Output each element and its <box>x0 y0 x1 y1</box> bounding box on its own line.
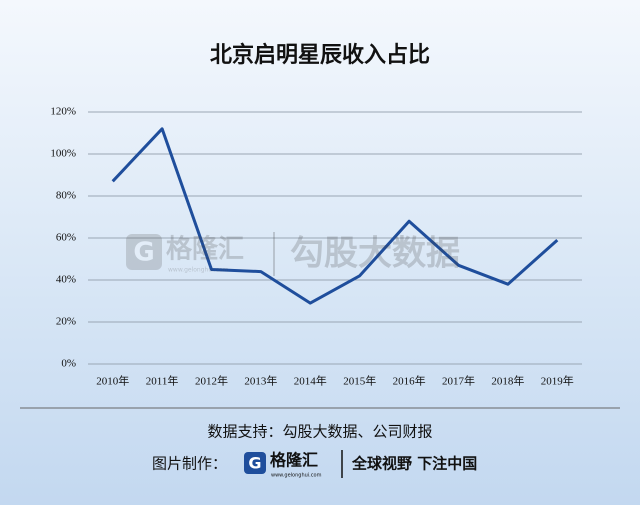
chart-title: 北京启明星辰收入占比 <box>210 42 430 68</box>
footer-logo-g: G <box>248 454 261 473</box>
watermark-logo <box>126 234 162 270</box>
y-tick-label: 0% <box>61 358 76 370</box>
footer-slogan: 全球视野 下注中国 <box>351 455 477 473</box>
y-tick-label: 100% <box>50 148 76 160</box>
x-tick-label: 2016年 <box>393 374 426 388</box>
x-tick-label: 2017年 <box>442 374 475 388</box>
watermark: G 格隆汇 www.gelonghui.com 勾股大数据 <box>126 232 460 276</box>
footer-brand-url: www.gelonghui.com <box>271 473 322 479</box>
y-tick-label: 40% <box>56 274 76 286</box>
watermark-text: 勾股大数据 <box>290 234 460 274</box>
x-tick-label: 2010年 <box>96 374 129 388</box>
y-tick-label: 60% <box>56 232 76 244</box>
x-tick-label: 2015年 <box>343 374 376 388</box>
watermark-logo-g: G <box>133 238 154 268</box>
x-tick-label: 2012年 <box>195 374 228 388</box>
footer-credit-label: 图片制作： <box>152 455 227 473</box>
x-tick-label: 2019年 <box>541 374 574 388</box>
footer-logo <box>244 452 266 474</box>
footer-source: 数据支持：勾股大数据、公司财报 <box>207 423 432 441</box>
watermark-brand: 格隆汇 <box>166 234 244 265</box>
x-tick-label: 2013年 <box>244 374 277 388</box>
x-tick-label: 2018年 <box>491 374 524 388</box>
x-tick-label: 2014年 <box>294 374 327 388</box>
y-tick-label: 120% <box>50 106 76 118</box>
y-tick-label: 80% <box>56 190 76 202</box>
y-tick-label: 20% <box>56 316 76 328</box>
footer-brand: 格隆汇 <box>270 451 318 470</box>
x-tick-label: 2011年 <box>146 374 179 388</box>
data-line <box>111 127 559 305</box>
watermark-url: www.gelonghui.com <box>168 267 229 274</box>
